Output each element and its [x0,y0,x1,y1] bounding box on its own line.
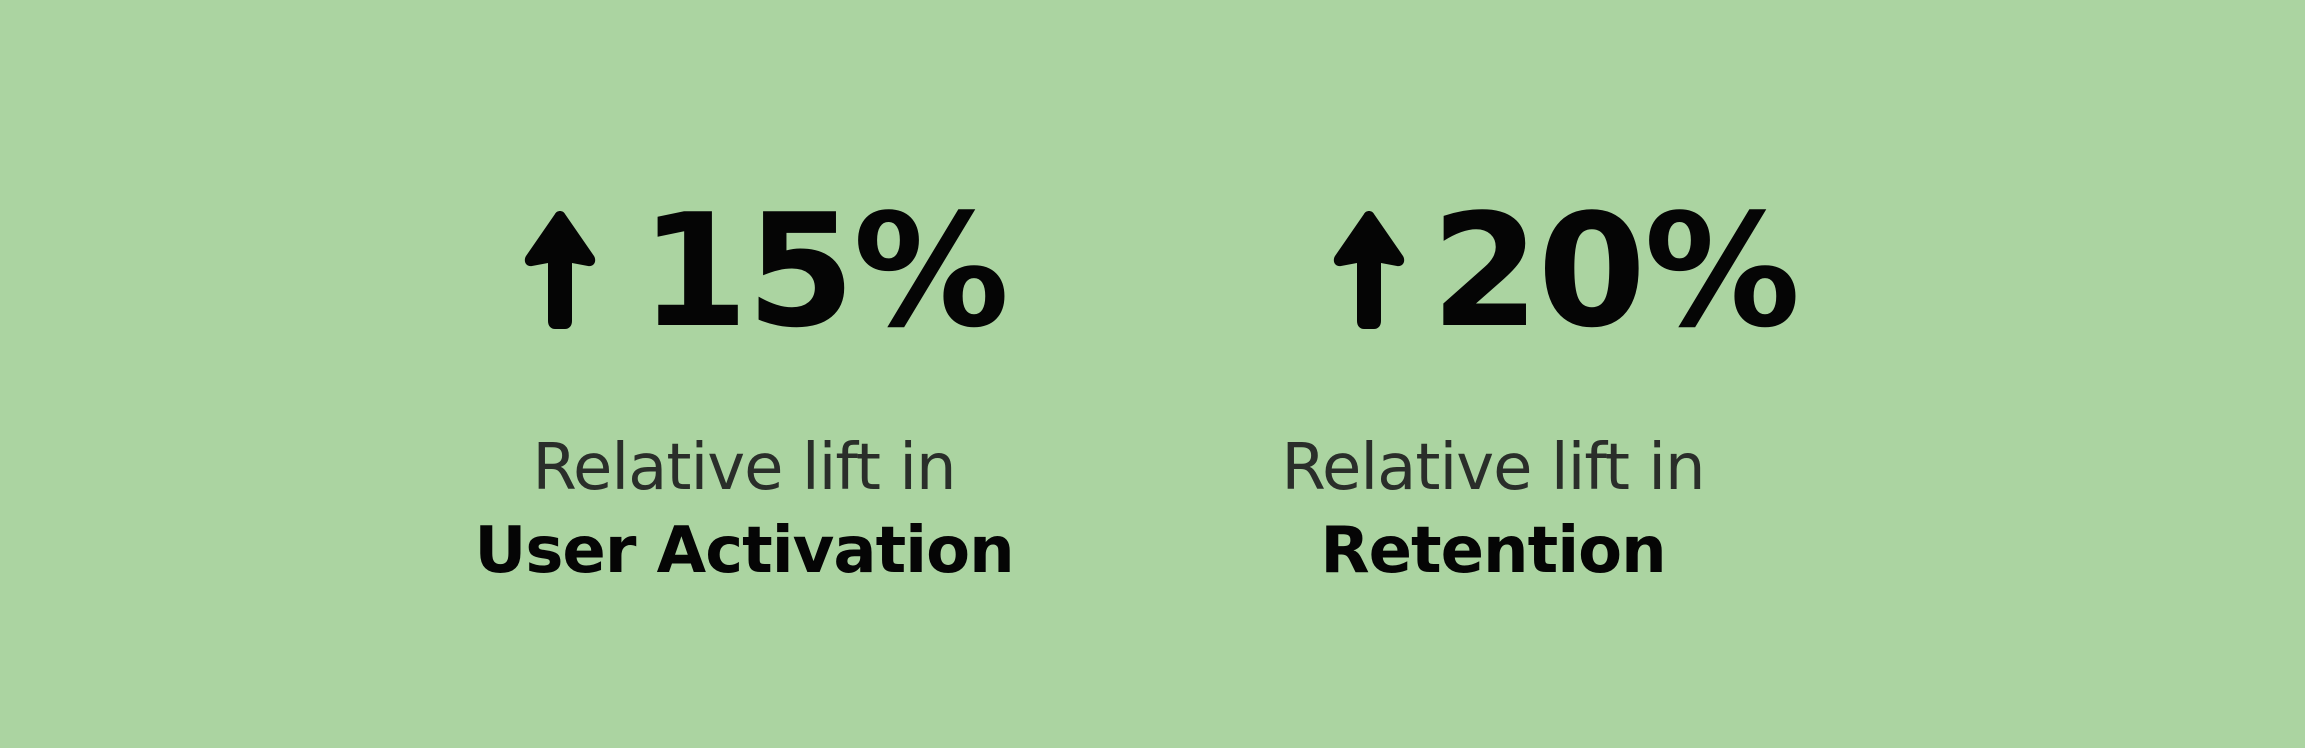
stat-retention: 20% Relative lift in Retention [1253,193,1853,588]
stat-user-activation: 15% Relative lift in User Activation [444,193,1044,588]
stat-caption: Relative lift in Retention [1193,427,1793,593]
metric-row: 15% [444,193,1044,349]
up-arrow-icon [1333,211,1405,329]
stat-value: 20% [1431,180,1800,362]
up-arrow-icon [524,211,596,329]
stat-value: 15% [640,180,1009,362]
caption-line-1: Relative lift in [532,431,956,505]
metric-row: 20% [1253,193,1853,349]
caption-metric-name: Retention [1320,514,1666,588]
stat-caption: Relative lift in User Activation [444,427,1044,593]
caption-metric-name: User Activation [474,514,1014,588]
caption-line-1: Relative lift in [1281,431,1705,505]
